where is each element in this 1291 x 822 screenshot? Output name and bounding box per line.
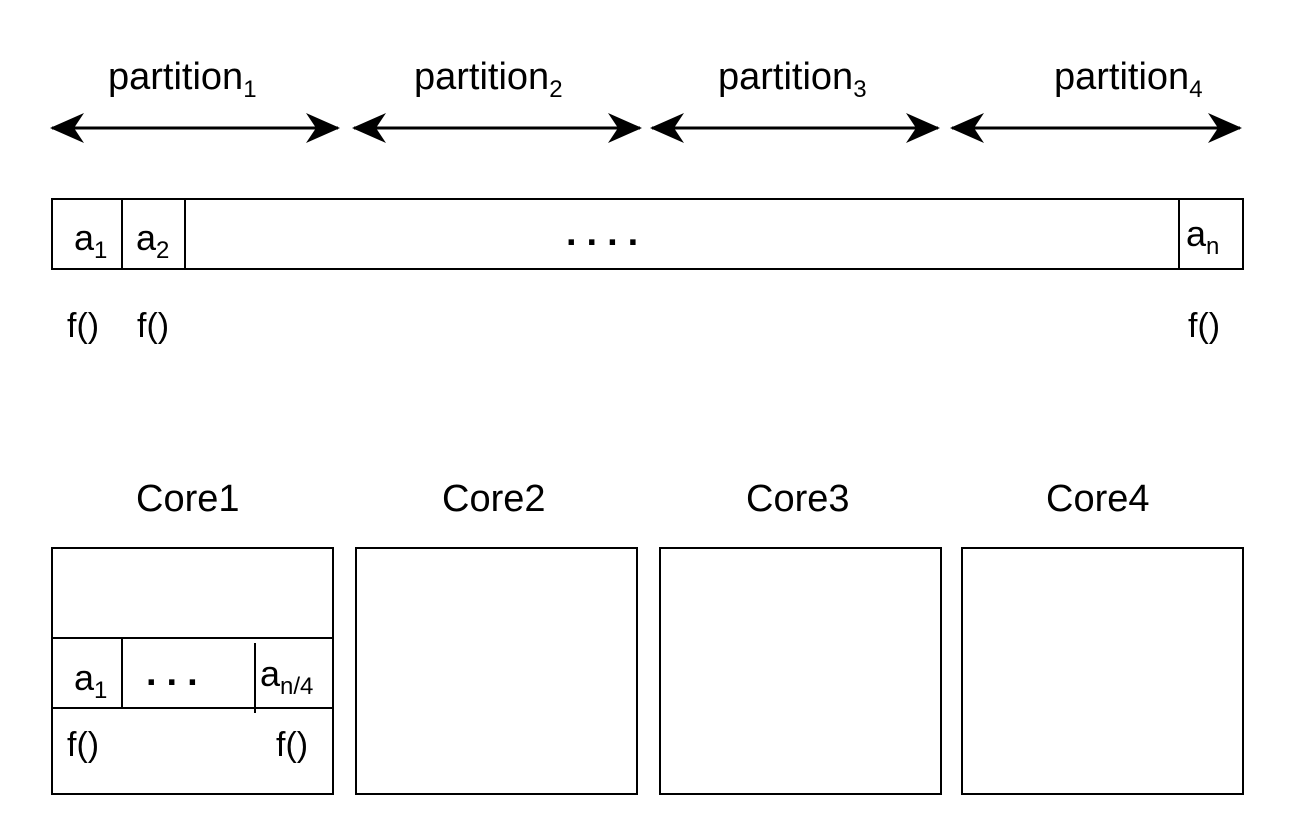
core-box-2 bbox=[355, 547, 638, 795]
arrow-partition-3 bbox=[650, 113, 940, 143]
core1-subarray-divider-1 bbox=[121, 637, 123, 709]
partition-label-3: partition3 bbox=[718, 56, 867, 103]
core-title-4: Core4 bbox=[1046, 478, 1150, 520]
core1-func-label-first: f() bbox=[67, 726, 100, 764]
func-label-a2: f() bbox=[137, 307, 170, 345]
core1-subarray-bottom-line bbox=[51, 707, 334, 709]
array-element-a2: a2 bbox=[136, 217, 170, 264]
core1-func-label-last: f() bbox=[276, 726, 309, 764]
array-divider-3 bbox=[1178, 198, 1180, 270]
core1-element-a1: a1 bbox=[74, 657, 108, 704]
array-ellipsis: .... bbox=[566, 212, 649, 254]
array-divider-1 bbox=[121, 198, 123, 270]
arrow-partition-4 bbox=[950, 113, 1242, 143]
partition-label-1: partition1 bbox=[108, 56, 257, 103]
core-box-3 bbox=[659, 547, 942, 795]
core1-ellipsis: ... bbox=[146, 652, 208, 694]
core1-subarray-top-line bbox=[51, 637, 334, 639]
core1-element-an4: an/4 bbox=[260, 653, 314, 700]
core-title-3: Core3 bbox=[746, 478, 850, 520]
func-label-a1: f() bbox=[67, 307, 100, 345]
array-element-an: an bbox=[1186, 213, 1220, 260]
partition-label-2: partition2 bbox=[414, 56, 563, 103]
arrow-partition-1 bbox=[50, 113, 340, 143]
core1-subarray-divider-2 bbox=[254, 643, 256, 713]
core-title-2: Core2 bbox=[442, 478, 546, 520]
array-divider-2 bbox=[184, 198, 186, 270]
core-title-1: Core1 bbox=[136, 478, 240, 520]
array-element-a1: a1 bbox=[74, 217, 108, 264]
func-label-an: f() bbox=[1188, 307, 1221, 345]
core-box-4 bbox=[961, 547, 1244, 795]
input-array bbox=[51, 198, 1244, 270]
partition-label-4: partition4 bbox=[1054, 56, 1203, 103]
arrow-partition-2 bbox=[352, 113, 642, 143]
core-box-1 bbox=[51, 547, 334, 795]
